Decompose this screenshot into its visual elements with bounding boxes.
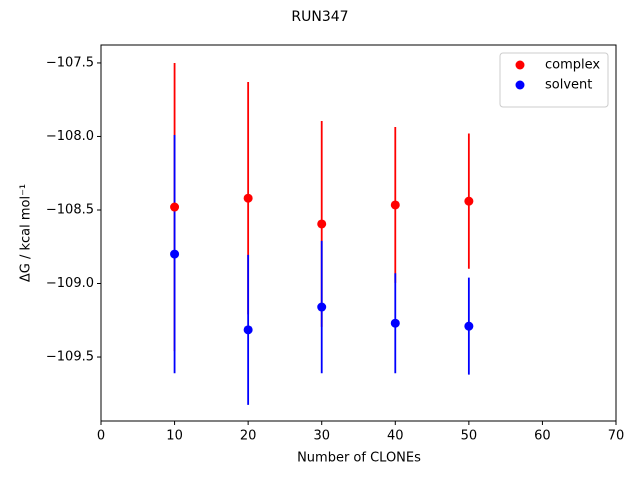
x-tick-label: 10 [166, 429, 183, 444]
point [243, 325, 253, 335]
y-tick-label: −108.5 [46, 202, 94, 217]
legend-marker [515, 60, 525, 70]
y-axis-label: ΔG / kcal mol⁻¹ [19, 184, 34, 282]
point [243, 193, 253, 203]
x-tick-label: 0 [97, 429, 105, 444]
legend-box [499, 52, 609, 108]
y-tick-label: −107.5 [46, 55, 94, 70]
x-tick-label: 20 [240, 429, 257, 444]
point [317, 302, 327, 312]
point [464, 321, 474, 331]
x-tick-label: 50 [461, 429, 478, 444]
x-axis-label: Number of CLONEs [297, 451, 421, 466]
y-tick-label: −109.0 [46, 276, 94, 291]
point [317, 219, 327, 229]
x-tick-label: 30 [313, 429, 330, 444]
legend-marker [515, 80, 525, 90]
point [464, 196, 474, 206]
point [170, 249, 180, 259]
x-tick-label: 40 [387, 429, 404, 444]
point [170, 202, 180, 212]
x-tick-label: 70 [608, 429, 625, 444]
chart-title: RUN347 [291, 9, 348, 25]
y-tick-label: −109.5 [46, 350, 94, 365]
legend-label: solvent [545, 78, 592, 93]
x-tick-label: 60 [534, 429, 551, 444]
y-tick-label: −108.0 [46, 129, 94, 144]
plot-frame [100, 44, 617, 422]
legend-label: complex [545, 58, 600, 73]
point [390, 318, 400, 328]
point [390, 200, 400, 210]
